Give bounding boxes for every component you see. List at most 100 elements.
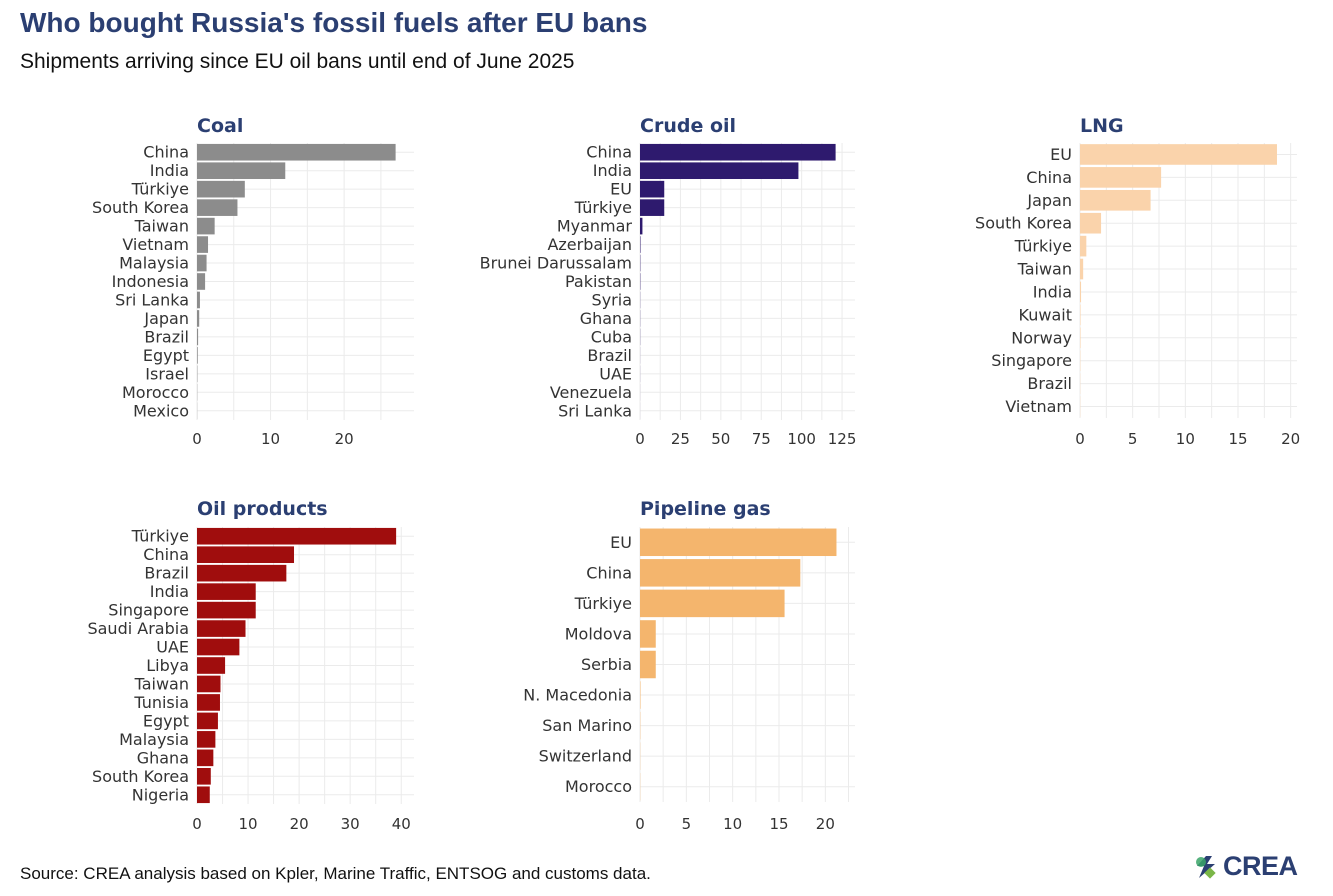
x-tick-label: 20 <box>290 815 309 833</box>
category-label: Brazil <box>1027 374 1072 393</box>
category-label: Malaysia <box>119 254 189 273</box>
bar <box>197 254 207 272</box>
bar <box>197 347 198 364</box>
category-label: Syria <box>592 290 632 309</box>
x-tick-label: 10 <box>261 430 280 448</box>
category-label: Norway <box>1011 328 1072 347</box>
category-label: Azerbaijan <box>547 235 632 254</box>
category-label: Libya <box>146 656 189 675</box>
bar <box>1080 281 1082 303</box>
x-tick-label: 0 <box>635 815 645 833</box>
bar <box>197 675 221 693</box>
category-label: Taiwan <box>134 674 189 693</box>
x-tick-label: 20 <box>1281 430 1300 448</box>
bar <box>197 620 246 637</box>
category-label: Brazil <box>144 327 189 346</box>
bar <box>1080 189 1151 211</box>
category-label: Egypt <box>143 346 189 365</box>
x-tick-label: 20 <box>816 815 835 833</box>
category-label: China <box>586 563 632 582</box>
bar <box>640 528 837 557</box>
panel-title: LNG <box>1080 115 1124 137</box>
category-label: China <box>143 545 189 564</box>
x-tick-label: 0 <box>192 815 202 833</box>
category-label: San Marino <box>542 716 632 735</box>
panel-1: Crude oil ChinaIndiaEUTürkiyeMyanmarAzerb… <box>480 115 857 448</box>
bar <box>197 731 216 748</box>
x-tick-label: 5 <box>1128 430 1138 448</box>
bar <box>1080 167 1162 188</box>
plot-area <box>1080 143 1297 418</box>
bar <box>197 180 245 198</box>
crea-logo: CREA <box>1193 851 1298 882</box>
category-label: EU <box>610 533 632 552</box>
category-label: EU <box>1050 145 1072 164</box>
category-label: UAE <box>599 364 632 383</box>
category-label: Venezuela <box>550 383 632 402</box>
category-label: Kuwait <box>1019 305 1072 324</box>
bar <box>197 712 218 730</box>
category-label: Singapore <box>108 601 189 620</box>
category-label: India <box>593 161 632 180</box>
bar <box>197 694 220 711</box>
crea-logo-icon <box>1196 855 1216 879</box>
bar <box>640 180 665 198</box>
bar <box>197 217 215 235</box>
category-label: Serbia <box>581 655 632 674</box>
category-label: Vietnam <box>1005 397 1072 416</box>
bar <box>197 583 256 600</box>
category-label: Tunisia <box>133 693 189 712</box>
bar <box>640 620 656 648</box>
bar <box>640 559 801 587</box>
x-tick-label: 75 <box>752 430 771 448</box>
bar <box>1080 327 1081 349</box>
x-tick-label: 10 <box>1176 430 1195 448</box>
category-label: UAE <box>156 638 189 657</box>
category-label: China <box>586 143 632 162</box>
category-label: Ghana <box>137 748 189 767</box>
bar <box>197 564 287 582</box>
panel-title: Oil products <box>197 498 328 520</box>
panel-3: Oil products TürkiyeChinaBrazilIndiaSinga… <box>87 498 414 833</box>
category-label: Singapore <box>991 351 1072 370</box>
bar <box>197 638 240 656</box>
category-label: South Korea <box>975 214 1072 233</box>
category-label: Türkiye <box>574 198 632 217</box>
category-label: Brazil <box>144 564 189 583</box>
category-label: India <box>1033 282 1072 301</box>
bar <box>197 601 256 619</box>
category-label: Taiwan <box>1017 260 1072 279</box>
category-label: Japan <box>143 309 189 328</box>
category-label: Brazil <box>587 346 632 365</box>
category-label: Türkiye <box>574 594 632 613</box>
bar <box>197 199 238 216</box>
crea-logo-text: CREA <box>1223 851 1298 881</box>
bar <box>1080 144 1277 165</box>
x-tick-label: 20 <box>335 430 354 448</box>
category-label: Brunei Darussalam <box>480 254 632 273</box>
category-label: EU <box>610 180 632 199</box>
category-label: South Korea <box>92 767 189 786</box>
bar <box>1080 258 1084 280</box>
bar <box>640 650 656 679</box>
category-label: Türkiye <box>131 527 189 546</box>
category-label: India <box>150 582 189 601</box>
category-label: Mexico <box>133 401 189 420</box>
category-label: Sri Lanka <box>558 401 632 420</box>
x-tick-label: 10 <box>239 815 258 833</box>
x-tick-label: 100 <box>787 430 816 448</box>
x-tick-label: 10 <box>723 815 742 833</box>
bar <box>197 786 210 804</box>
category-label: Sri Lanka <box>115 290 189 309</box>
bar <box>640 162 799 180</box>
bar <box>197 291 200 309</box>
bar <box>197 328 199 346</box>
category-label: Ghana <box>580 309 632 328</box>
bar <box>197 162 286 180</box>
category-label: India <box>150 161 189 180</box>
bar <box>640 217 643 235</box>
bar <box>640 199 665 216</box>
bar <box>197 143 396 161</box>
